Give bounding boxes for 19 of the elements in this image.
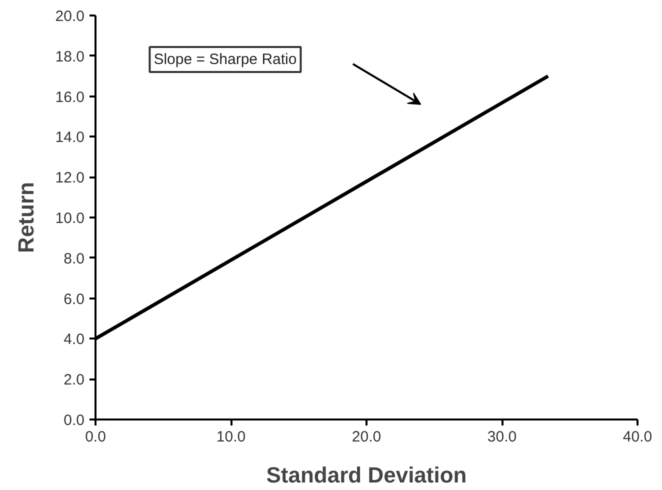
y-tick-label: 16.0 bbox=[55, 88, 85, 106]
y-tick-label: 10.0 bbox=[55, 210, 85, 227]
y-tick-label: 18.0 bbox=[55, 48, 85, 66]
y-tick-label: 0.0 bbox=[64, 412, 85, 429]
x-tick-label: 0.0 bbox=[85, 428, 106, 446]
y-tick-label: 14.0 bbox=[55, 129, 85, 146]
y-tick-label: 20.0 bbox=[55, 8, 85, 25]
x-tick-label: 30.0 bbox=[487, 428, 517, 446]
x-tick-label: 40.0 bbox=[622, 428, 652, 446]
x-tick-label: 20.0 bbox=[352, 428, 382, 446]
y-axis-title: Return bbox=[13, 182, 38, 253]
annotation: Slope = Sharpe Ratio bbox=[154, 51, 297, 68]
y-tick-label: 8.0 bbox=[64, 250, 85, 268]
x-axis-title: Standard Deviation bbox=[266, 462, 467, 488]
y-tick-label: 4.0 bbox=[64, 331, 85, 348]
y-tick-label: 6.0 bbox=[64, 290, 85, 308]
y-tick-label: 12.0 bbox=[55, 170, 85, 187]
y-tick-label: 2.0 bbox=[64, 372, 85, 389]
x-tick-label: 10.0 bbox=[216, 428, 246, 446]
